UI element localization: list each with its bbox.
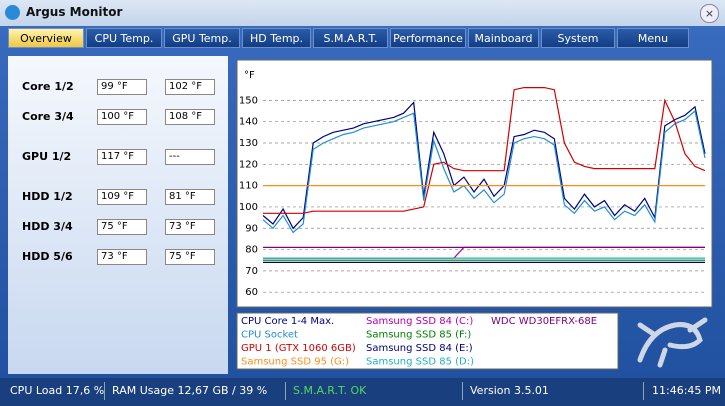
sensor-value: 73 °F: [165, 219, 215, 235]
sensor-value: 75 °F: [97, 219, 147, 235]
tab[interactable]: Overview: [8, 28, 84, 48]
y-tick-label: 90: [245, 223, 258, 234]
status-item: Version 3.5.01: [470, 384, 549, 397]
legend-entry: Samsung SSD 85 (F:): [366, 330, 471, 341]
sensor-value: 117 °F: [97, 149, 147, 165]
sensor-value: 100 °F: [97, 109, 147, 125]
legend-entry: Samsung SSD 95 (G:): [241, 357, 349, 368]
separator: [643, 382, 644, 400]
legend-entry: CPU Core 1-4 Max.: [241, 316, 334, 327]
y-tick-label: 130: [239, 138, 258, 149]
sensor-value: 109 °F: [97, 189, 147, 205]
sensor-value: 81 °F: [165, 189, 215, 205]
separator: [462, 382, 463, 400]
sensor-value: 102 °F: [165, 79, 215, 95]
series-line: [262, 101, 706, 230]
y-tick-label: 80: [245, 245, 258, 256]
sensor-value: 75 °F: [165, 249, 215, 265]
sensor-label: HDD 3/4: [22, 220, 73, 233]
plot-frame: [236, 59, 713, 308]
status-item: RAM Usage 12,67 GB / 39 %: [112, 384, 268, 397]
y-tick-label: 70: [245, 266, 258, 277]
title-bar: Argus Monitor ×: [0, 0, 725, 26]
legend-box: [236, 312, 619, 370]
app-icon: [5, 5, 20, 20]
y-axis-label: °F: [244, 70, 255, 81]
tab[interactable]: CPU Temp.: [86, 28, 162, 48]
series-line: [263, 86, 706, 214]
y-tick-label: 120: [239, 159, 258, 170]
y-tick-label: 110: [239, 181, 258, 192]
sensor-value: 99 °F: [97, 79, 147, 95]
tab[interactable]: GPU Temp.: [164, 28, 240, 48]
sensor-value: 73 °F: [97, 249, 147, 265]
sensor-label: Core 1/2: [22, 80, 74, 93]
tab[interactable]: Performance: [390, 28, 466, 48]
legend-entry: Samsung SSD 84 (E:): [366, 343, 473, 354]
status-item: 11:46:45 PM: [652, 384, 722, 397]
status-item: CPU Load 17,6 %: [10, 384, 105, 397]
y-tick-label: 140: [239, 117, 258, 128]
sensor-label: GPU 1/2: [22, 150, 72, 163]
sensor-value: 108 °F: [165, 109, 215, 125]
tab[interactable]: Menu: [617, 28, 689, 48]
sensor-value: ---: [165, 149, 215, 165]
legend-entry: WDC WD30EFRX-68E: [491, 316, 597, 327]
status-bar: CPU Load 17,6 % RAM Usage 12,67 GB / 39 %…: [0, 378, 725, 406]
tab[interactable]: Mainboard: [468, 28, 539, 48]
tab[interactable]: S.M.A.R.T.: [313, 28, 388, 48]
separator: [104, 382, 105, 400]
sensor-label: HDD 5/6: [22, 250, 73, 263]
tab[interactable]: System: [541, 28, 615, 48]
tab[interactable]: HD Temp.: [242, 28, 311, 48]
sensor-label: Core 3/4: [22, 110, 74, 123]
y-tick-label: 60: [245, 287, 258, 298]
logo: [637, 317, 708, 368]
chart: °F 60 70 80 90 100 110 120 130 140 150 CPU Core 1-…: [236, 59, 713, 370]
status-item: S.M.A.R.T. OK: [293, 384, 367, 397]
legend-entry: CPU Socket: [241, 330, 298, 341]
close-button[interactable]: ×: [700, 4, 719, 23]
series-line: [262, 109, 706, 234]
legend-entry: GPU 1 (GTX 1060 6GB): [241, 343, 356, 354]
separator: [285, 382, 286, 400]
sensor-label: HDD 1/2: [22, 190, 73, 203]
y-tick-label: 150: [239, 95, 258, 106]
legend-entry: Samsung SSD 84 (C:): [366, 316, 473, 327]
legend-entry: Samsung SSD 85 (D:): [366, 357, 474, 368]
window-title: Argus Monitor: [26, 5, 123, 19]
y-tick-label: 100: [239, 202, 258, 213]
